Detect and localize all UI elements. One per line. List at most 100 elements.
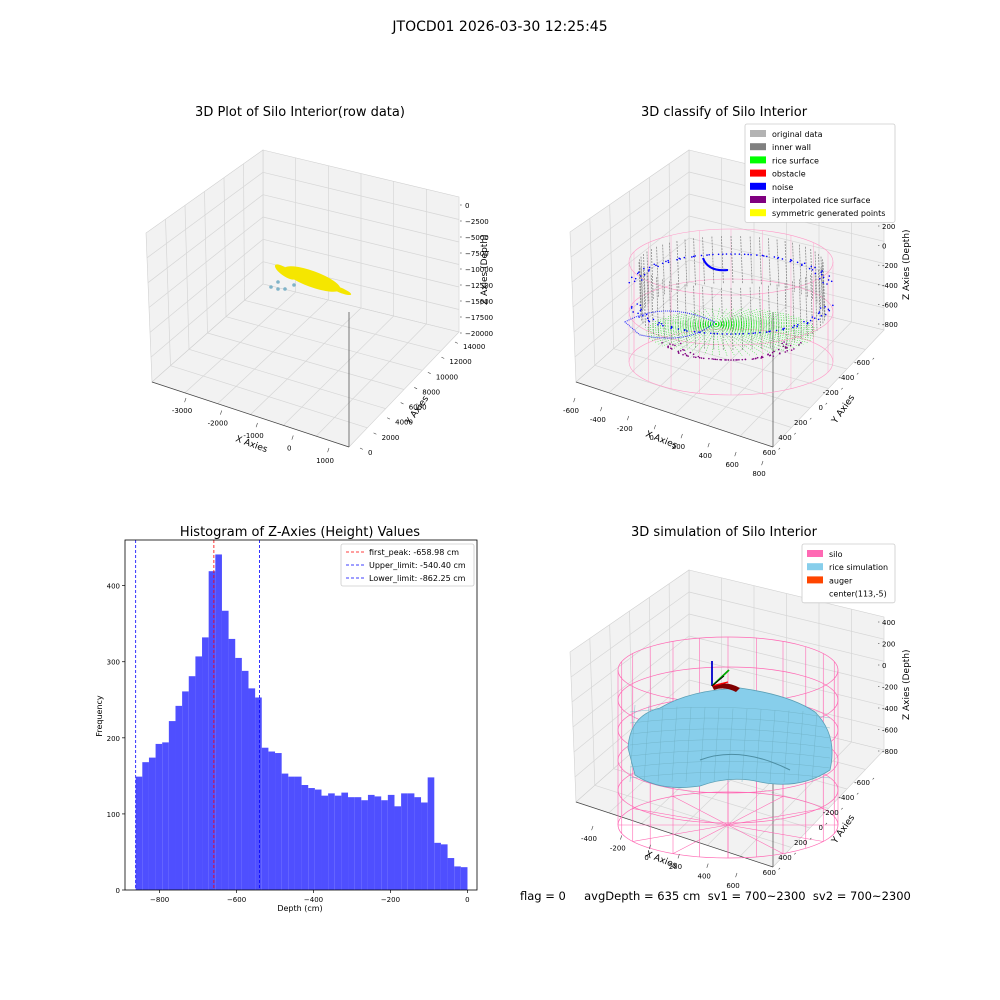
p2-noise-point xyxy=(641,279,643,281)
p2-noise-point xyxy=(806,323,808,325)
p2-noise-point xyxy=(774,256,776,258)
p2-interp-point xyxy=(719,359,721,361)
p2-interp-point xyxy=(682,349,684,351)
figure-suptitle: JTOCD01 2026-03-30 12:25:45 xyxy=(391,19,607,35)
panel-classify-3d-zlabel: Z Axies (Depth) xyxy=(902,229,912,300)
p2-noise-point xyxy=(810,320,812,322)
p2-noise-point xyxy=(655,264,657,266)
p2-legend-swatch xyxy=(750,196,766,203)
histogram-bar xyxy=(408,793,415,890)
p1-x-tick-mark xyxy=(256,423,257,427)
panel-simulation-3d-xlabel: X Axies xyxy=(644,850,679,872)
p4-y-tick-label: -600 xyxy=(854,779,870,787)
p1-x-tick-mark xyxy=(220,411,221,415)
p2-y-tick-mark xyxy=(794,433,795,434)
p2-noise-point xyxy=(754,332,756,334)
p2-noise-point xyxy=(730,253,732,255)
p4-z-tick-label: -400 xyxy=(882,705,898,713)
p2-x-tick-label: 800 xyxy=(752,470,765,478)
histogram-bar xyxy=(401,793,408,890)
p1-y-tick-mark xyxy=(374,433,377,434)
p2-noise-point xyxy=(643,268,645,270)
p2-legend-swatch xyxy=(750,143,766,150)
p2-interp-point xyxy=(728,359,730,361)
histogram-bar xyxy=(454,866,461,890)
histogram-bar xyxy=(355,797,362,890)
p2-legend-label: symmetric generated points xyxy=(772,209,885,218)
p2-interp-point xyxy=(785,347,787,349)
histogram-bar xyxy=(195,656,202,890)
histogram-legend-label: Lower_limit: -862.25 cm xyxy=(369,574,466,583)
panel-simulation-3d-ylabel: Y Axies xyxy=(830,813,858,846)
p4-legend-label: rice simulation xyxy=(829,563,888,572)
p4-legend-label: center(113,-5) xyxy=(829,590,887,599)
p2-legend-swatch xyxy=(750,170,766,177)
p2-interp-point xyxy=(779,353,781,355)
p4-z-tick-label: 0 xyxy=(882,662,886,670)
histogram-bar xyxy=(215,554,222,890)
p2-legend-swatch xyxy=(750,209,766,216)
histogram-y-tick-label: 0 xyxy=(116,887,120,895)
p2-interp-point xyxy=(790,345,792,347)
p2-noise-point xyxy=(739,253,741,255)
panel-raw-3d-title: 3D Plot of Silo Interior(row data) xyxy=(195,105,405,120)
p4-y-tick-label: -200 xyxy=(823,809,839,817)
histogram-bar xyxy=(308,788,315,890)
p2-noise-point xyxy=(821,270,823,272)
p2-noise-point xyxy=(634,281,636,283)
p1-z-tick-label: 0 xyxy=(465,202,469,210)
p2-x-tick-mark xyxy=(574,398,575,402)
p1-y-tick-mark xyxy=(360,448,363,449)
p2-noise-point xyxy=(678,257,680,259)
p2-noise-point xyxy=(636,303,638,305)
histogram-bar xyxy=(182,691,189,890)
p4-y-tick-label: 600 xyxy=(763,869,776,877)
p2-interp-point xyxy=(772,355,774,357)
histogram-bar xyxy=(302,785,309,890)
histogram-bars xyxy=(136,554,468,890)
p4-legend-swatch xyxy=(807,576,823,583)
histogram-bar xyxy=(136,777,143,890)
p2-x-tick-mark xyxy=(681,434,682,438)
histogram-bar xyxy=(229,639,236,890)
p2-x-tick-mark xyxy=(627,416,628,420)
p4-z-tick-label: 400 xyxy=(882,619,895,627)
p2-noise-point xyxy=(671,326,673,328)
p1-point xyxy=(276,280,280,284)
histogram-legend-label: Upper_limit: -540.40 cm xyxy=(369,561,466,570)
histogram-bar xyxy=(368,795,375,890)
p2-x-tick-label: -600 xyxy=(563,407,579,415)
histogram-bar xyxy=(335,796,342,890)
p2-noise-point xyxy=(730,333,732,335)
p2-noise-point xyxy=(750,254,752,256)
p2-interp-point xyxy=(762,357,764,359)
p2-y-tick-label: 400 xyxy=(778,434,791,442)
p2-noise-point xyxy=(759,332,761,334)
p4-x-tick-mark xyxy=(592,826,593,830)
p2-interp-point xyxy=(701,357,703,359)
p2-noise-point xyxy=(828,309,830,311)
histogram-bar xyxy=(414,797,421,890)
p2-interp-point xyxy=(674,345,676,347)
p1-point xyxy=(292,283,296,287)
histogram-bar xyxy=(142,762,149,890)
p2-noise-point xyxy=(742,333,744,335)
p2-x-tick-label: -400 xyxy=(590,416,606,424)
p2-noise-point xyxy=(739,333,741,335)
p2-interp-point xyxy=(661,342,663,344)
p2-interp-point xyxy=(783,345,785,347)
p2-interp-point xyxy=(672,344,674,346)
histogram-bar xyxy=(262,748,269,890)
p2-interp-point xyxy=(785,351,787,353)
p2-noise-point xyxy=(701,255,703,257)
histogram-y-tick-label: 100 xyxy=(107,811,120,819)
p4-y-tick-mark xyxy=(794,853,795,854)
p2-noise-point xyxy=(640,305,642,307)
histogram-bar xyxy=(381,800,388,890)
p2-interp-point xyxy=(715,359,717,361)
p2-interp-point xyxy=(772,352,774,354)
p4-y-tick-mark xyxy=(857,793,858,794)
p2-interp-point xyxy=(785,346,787,348)
p4-y-tick-mark xyxy=(841,808,842,809)
p2-interp-point xyxy=(786,343,788,345)
